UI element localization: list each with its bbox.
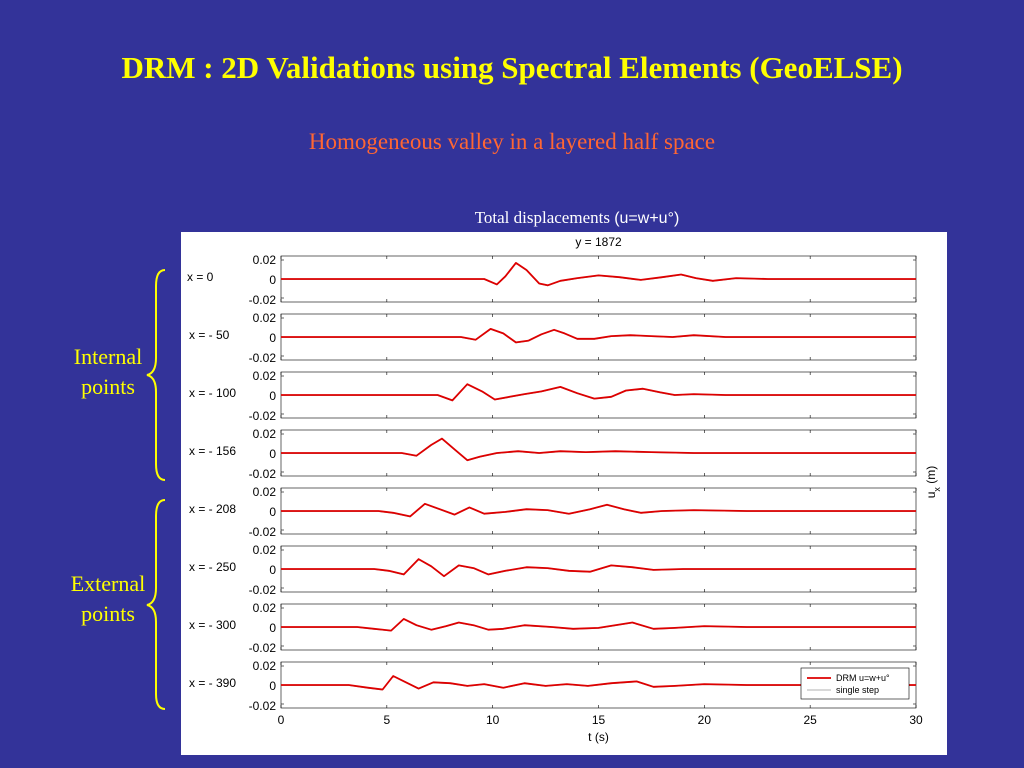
panel-label: x = 0	[187, 270, 214, 284]
panel-label: x = - 50	[189, 328, 230, 342]
y-tick-label: 0	[269, 389, 276, 403]
y-axis-label: ux (m)	[924, 466, 942, 499]
chart-heading: Total displacements (u=w+u°)	[0, 208, 1024, 228]
y-tick-label: 0.02	[253, 311, 277, 325]
series-drm-line	[281, 675, 916, 691]
y-tick-label: -0.02	[249, 583, 277, 597]
series-drm-line	[281, 558, 916, 578]
chart-heading-formula: (u=w+u°)	[614, 210, 680, 227]
chart-heading-text: Total displacements	[474, 208, 615, 227]
series-drm-line	[281, 502, 916, 518]
x-axis-label: t (s)	[588, 730, 609, 744]
series-drm-line	[281, 328, 916, 344]
series-drm-line	[281, 262, 916, 287]
y-tick-label: 0.02	[253, 485, 277, 499]
legend-label-drm: DRM u=w+u°	[836, 673, 890, 683]
panel-label: x = - 390	[189, 676, 236, 690]
y-axis-label-subscript: x	[932, 487, 942, 492]
series-drm-line	[281, 437, 916, 462]
series-drm-line	[281, 383, 916, 402]
y-tick-label: 0	[269, 273, 276, 287]
y-tick-label: -0.02	[249, 641, 277, 655]
y-tick-label: -0.02	[249, 525, 277, 539]
x-tick-label: 20	[698, 713, 712, 727]
external-points-label: External points	[70, 571, 146, 626]
x-tick-label: 0	[278, 713, 285, 727]
series-drm-line	[281, 618, 916, 632]
y-tick-label: 0	[269, 447, 276, 461]
y-tick-label: 0	[269, 621, 276, 635]
x-tick-label: 30	[909, 713, 923, 727]
slide-subtitle: Homogeneous valley in a layered half spa…	[308, 129, 716, 154]
panel-label: x = - 208	[189, 502, 236, 516]
y-tick-label: 0	[269, 505, 276, 519]
y-tick-label: 0.02	[253, 369, 277, 383]
y-axis-label-unit: (m)	[924, 466, 938, 487]
y-tick-label: 0.02	[253, 427, 277, 441]
x-tick-label: 10	[486, 713, 500, 727]
panel-label: x = - 100	[189, 386, 236, 400]
y-tick-label: 0	[269, 331, 276, 345]
x-tick-label: 15	[592, 713, 606, 727]
y-tick-label: 0.02	[253, 601, 277, 615]
y-tick-label: -0.02	[249, 409, 277, 423]
y-tick-label: 0	[269, 679, 276, 693]
slide-title: DRM : 2D Validations using Spectral Elem…	[121, 50, 903, 85]
y-tick-label: -0.02	[249, 293, 277, 307]
y-tick-label: -0.02	[249, 467, 277, 481]
x-tick-label: 25	[803, 713, 817, 727]
legend-box	[800, 667, 910, 700]
y-tick-label: 0	[269, 563, 276, 577]
panel-label: x = - 250	[189, 560, 236, 574]
y-tick-label: -0.02	[249, 351, 277, 365]
chart-title: y = 1872	[575, 235, 622, 249]
internal-points-label: Internal points	[73, 344, 143, 399]
y-tick-label: 0.02	[253, 253, 277, 267]
y-tick-label: -0.02	[249, 699, 277, 713]
panel-label: x = - 300	[189, 618, 236, 632]
y-tick-label: 0.02	[253, 659, 277, 673]
legend-label-single: single step	[836, 685, 879, 695]
panel-label: x = - 156	[189, 444, 236, 458]
x-tick-label: 5	[383, 713, 390, 727]
plot-panel: y = 1872 0.02 0 -0.02 x = 0 0.02 0 -0.02 x = - 5…	[181, 232, 947, 755]
y-tick-label: 0.02	[253, 543, 277, 557]
series-single-step-line	[281, 438, 916, 462]
